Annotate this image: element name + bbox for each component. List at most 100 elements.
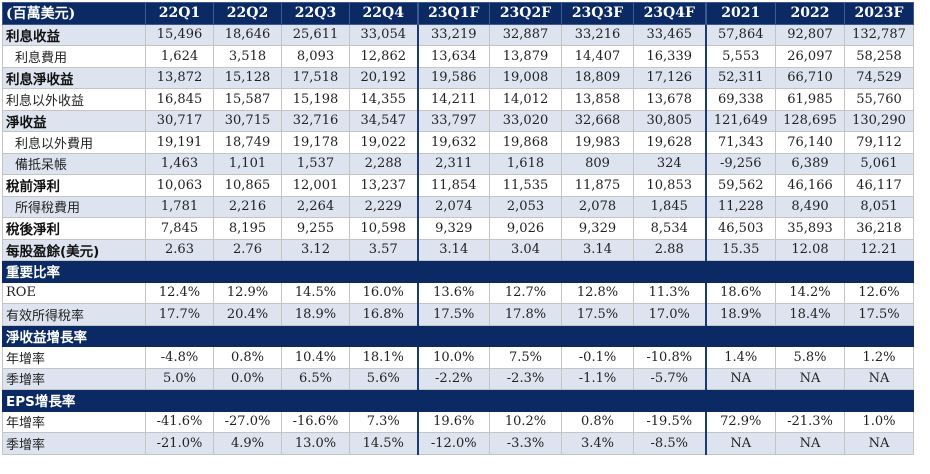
table-cell: 79,112 (844, 131, 914, 154)
table-cell: 92,807 (775, 23, 845, 46)
table-cell: 0.0% (213, 367, 282, 390)
table-cell: -0.1% (561, 346, 634, 369)
table-cell: 12.08 (775, 238, 845, 261)
table-row: 利息以外收益 16,845 15,587 15,198 14,355 14,211 14,0… (2, 88, 914, 111)
table-cell: 15,587 (213, 88, 282, 111)
table-header-row: (百萬美元) 22Q1 22Q2 22Q3 22Q4 23Q1F 23Q2F 23Q3F 23Q… (2, 2, 914, 25)
row-label: 季增率 (2, 432, 146, 455)
table-row: 利息費用 1,624 3,518 8,093 12,862 13,634 13,879 14,… (2, 45, 914, 68)
column-header: 22Q2 (213, 2, 282, 25)
table-cell: 4.9% (213, 432, 282, 455)
table-cell: 14,211 (416, 88, 490, 111)
table-cell: 121,649 (704, 109, 776, 132)
table-cell: 1,845 (633, 195, 706, 218)
table-row: 利息以外費用 19,191 18,749 19,178 19,022 19,632 19,8… (2, 131, 914, 154)
section-fill (844, 324, 914, 347)
table-cell: 17,126 (633, 66, 706, 89)
table-cell: 11,535 (489, 174, 562, 197)
table-cell: 5.0% (145, 367, 214, 390)
table-cell: 14,012 (489, 88, 562, 111)
table-cell: 13,237 (349, 174, 418, 197)
table-cell: 19,868 (489, 131, 562, 154)
table-cell: 12,862 (349, 45, 418, 68)
section-fill (489, 260, 562, 283)
section-fill (281, 324, 350, 347)
row-label: 稅後淨利 (2, 217, 146, 240)
column-header: 2023F (844, 2, 914, 25)
section-fill (704, 324, 776, 347)
table-cell: 10,853 (633, 174, 706, 197)
table-cell: 74,529 (844, 66, 914, 89)
table-cell: 18.1% (349, 346, 418, 369)
table-cell: 14.5% (281, 281, 350, 304)
section-fill (633, 260, 706, 283)
table-cell: 66,710 (775, 66, 845, 89)
row-label: 稅前淨利 (2, 174, 146, 197)
table-cell: 9,329 (561, 217, 634, 240)
table-cell: 2,053 (489, 195, 562, 218)
table-cell: 33,216 (561, 23, 634, 46)
table-row: 年增率 -4.8% 0.8% 10.4% 18.1% 10.0% 7.5% -0.1% -10.… (2, 346, 914, 369)
table-cell: -9,256 (704, 152, 776, 175)
section-fill (349, 260, 418, 283)
table-cell: 1,618 (489, 152, 562, 175)
table-cell: 46,166 (775, 174, 845, 197)
table-cell: -1.1% (561, 367, 634, 390)
table-cell: 3.04 (489, 238, 562, 261)
table-cell: 19,983 (561, 131, 634, 154)
table-row: 稅後淨利 7,845 8,195 9,255 10,598 9,329 9,026 9,329… (2, 217, 914, 240)
table-cell: 9,026 (489, 217, 562, 240)
column-header: 23Q4F (633, 2, 706, 25)
table-cell: -5.7% (633, 367, 706, 390)
table-cell: 18.4% (775, 303, 845, 326)
table-cell: -2.3% (489, 367, 562, 390)
table-cell: 809 (561, 152, 634, 175)
table-cell: 2,264 (281, 195, 350, 218)
table-cell: -27.0% (213, 410, 282, 433)
table-cell: 61,985 (775, 88, 845, 111)
table-cell: 10,063 (145, 174, 214, 197)
table-cell: 19,586 (416, 66, 490, 89)
table-cell: 15.35 (704, 238, 776, 261)
section-fill (489, 324, 562, 347)
section-fill (416, 324, 490, 347)
table-cell: 13.6% (416, 281, 490, 304)
table-cell: 3.14 (561, 238, 634, 261)
table-cell: 19.6% (416, 410, 490, 433)
table-cell: 8,051 (844, 195, 914, 218)
row-label: 有效所得稅率 (2, 303, 146, 326)
table-cell: 11,854 (416, 174, 490, 197)
table-cell: 33,219 (416, 23, 490, 46)
table-cell: 13,678 (633, 88, 706, 111)
section-fill (561, 260, 634, 283)
table-cell: 2.88 (633, 238, 706, 261)
table-cell: 17.8% (489, 303, 562, 326)
column-header: 23Q2F (489, 2, 562, 25)
table-cell: 3.14 (416, 238, 490, 261)
table-cell: 1,101 (213, 152, 282, 175)
table-cell: 13,879 (489, 45, 562, 68)
section-fill (775, 324, 845, 347)
table-cell: 18,646 (213, 23, 282, 46)
table-cell: 32,887 (489, 23, 562, 46)
table-row: 淨收益 30,717 30,715 32,716 34,547 33,797 33,020 3… (2, 109, 914, 132)
table-cell: -3.3% (489, 432, 562, 455)
table-cell: 32,716 (281, 109, 350, 132)
table-cell: 132,787 (844, 23, 914, 46)
section-fill (213, 324, 282, 347)
table-cell: 10,598 (349, 217, 418, 240)
table-cell: 2,311 (416, 152, 490, 175)
column-header: 22Q1 (145, 2, 214, 25)
table-cell: 19,191 (145, 131, 214, 154)
section-fill (704, 260, 776, 283)
table-cell: 7.3% (349, 410, 418, 433)
table-row: ROE 12.4% 12.9% 14.5% 16.0% 13.6% 12.7% 12.8% 11… (2, 281, 914, 304)
table-cell: 18.9% (281, 303, 350, 326)
table-cell: 32,668 (561, 109, 634, 132)
table-cell: 57,864 (704, 23, 776, 46)
table-cell: 15,496 (145, 23, 214, 46)
column-header: 22Q4 (349, 2, 418, 25)
table-cell: 1.4% (704, 346, 776, 369)
row-label: 每股盈餘(美元) (2, 238, 146, 261)
table-cell: 72.9% (704, 410, 776, 433)
